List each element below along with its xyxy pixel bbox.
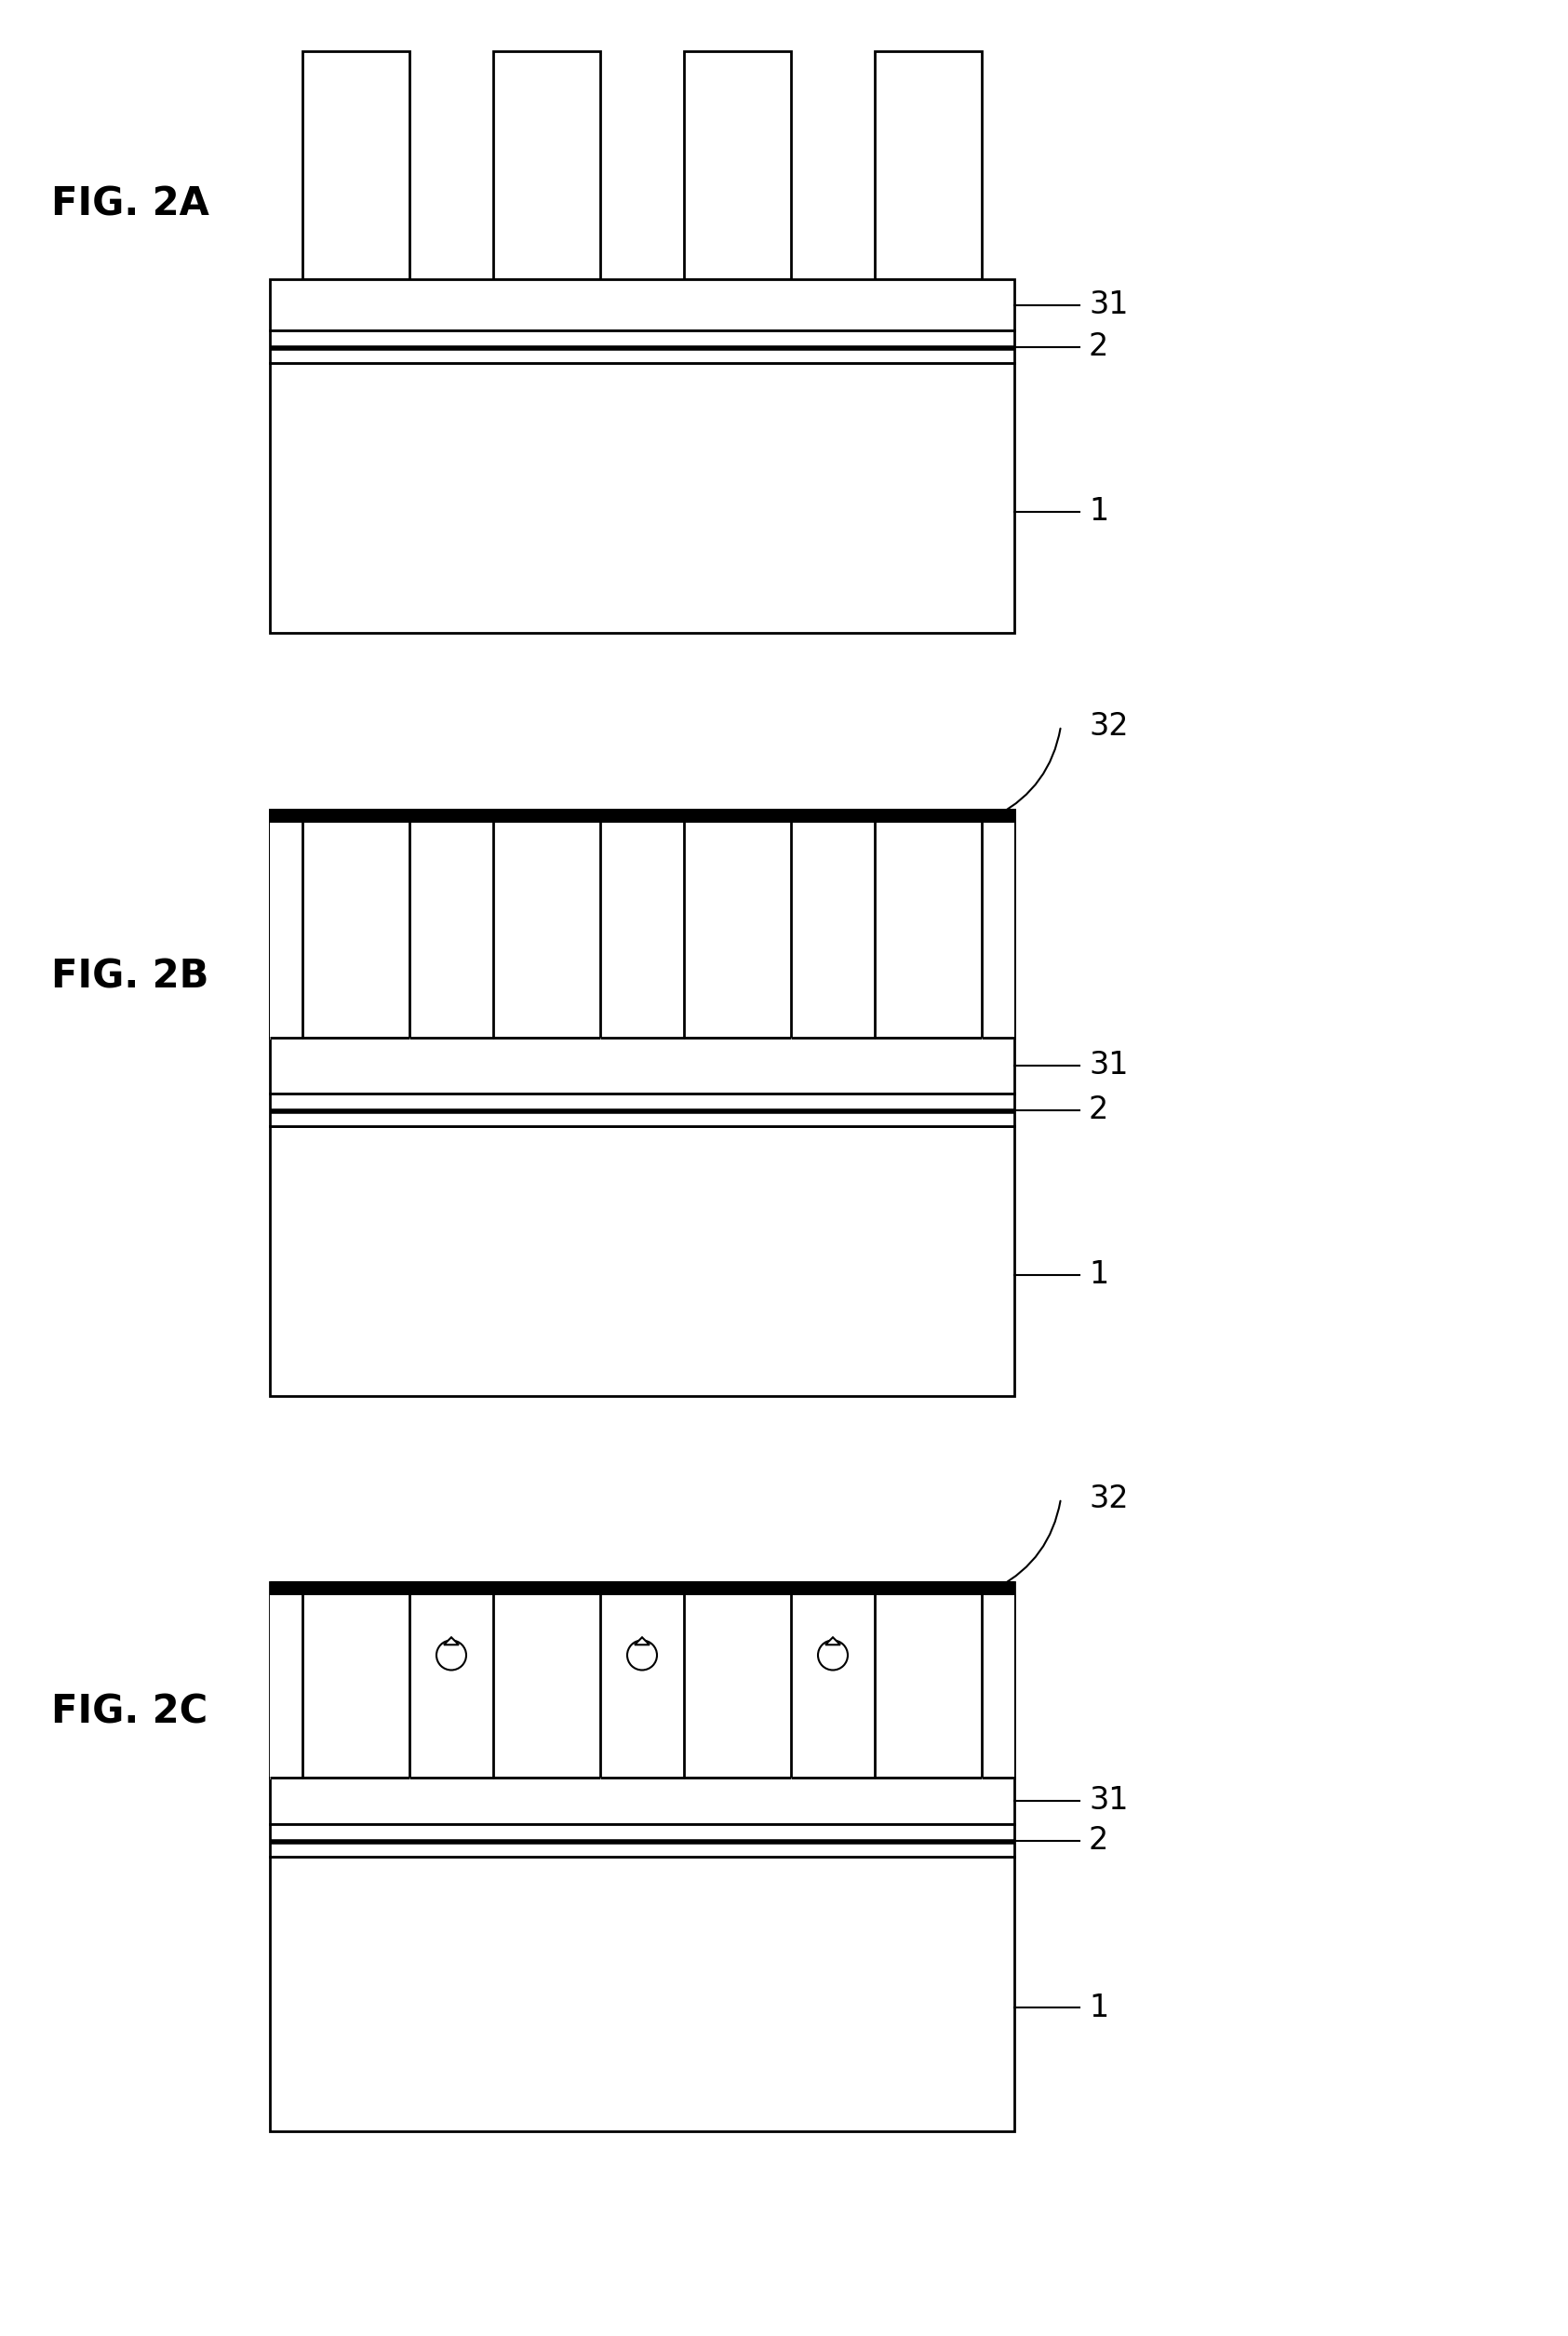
Bar	[270, 329, 1014, 362]
Bar	[270, 1037, 1014, 1093]
Bar	[270, 1581, 1014, 1595]
Bar	[601, 822, 684, 1040]
Text: 2: 2	[1088, 1096, 1109, 1126]
Bar	[270, 811, 1014, 822]
Bar	[409, 822, 494, 1040]
Bar	[270, 1857, 1014, 2130]
Bar	[270, 822, 303, 1040]
Bar	[270, 1778, 1014, 1824]
Bar	[982, 822, 1014, 1040]
Polygon shape	[444, 1638, 459, 1645]
Bar	[875, 51, 982, 280]
Circle shape	[436, 1640, 466, 1670]
Text: 32: 32	[1088, 710, 1129, 741]
Bar	[601, 1595, 684, 1780]
Bar	[270, 1126, 1014, 1397]
Text: 1: 1	[1088, 1259, 1109, 1289]
Bar	[982, 1595, 1014, 1780]
Bar	[270, 1581, 1014, 1778]
Polygon shape	[825, 1638, 840, 1645]
Bar	[270, 811, 1014, 1037]
Bar	[270, 280, 1014, 329]
Polygon shape	[635, 1638, 649, 1645]
Text: 31: 31	[1088, 290, 1129, 320]
Text: 32: 32	[1088, 1483, 1129, 1514]
Bar	[684, 51, 790, 280]
Text: FIG. 2C: FIG. 2C	[52, 1694, 207, 1731]
Bar	[790, 1595, 875, 1780]
Text: 31: 31	[1088, 1051, 1129, 1082]
Text: 2: 2	[1088, 332, 1109, 362]
Bar	[270, 362, 1014, 633]
Bar	[303, 51, 409, 280]
Text: FIG. 2A: FIG. 2A	[52, 185, 209, 224]
Circle shape	[818, 1640, 848, 1670]
Text: 31: 31	[1088, 1785, 1129, 1815]
Bar	[270, 1595, 303, 1780]
Bar	[790, 822, 875, 1040]
Bar	[409, 1595, 494, 1780]
Circle shape	[627, 1640, 657, 1670]
Bar	[270, 1824, 1014, 1857]
Text: 2: 2	[1088, 1824, 1109, 1855]
Text: FIG. 2B: FIG. 2B	[52, 958, 209, 997]
Text: 1: 1	[1088, 495, 1109, 526]
Text: 1: 1	[1088, 1993, 1109, 2023]
Bar	[494, 51, 601, 280]
Bar	[270, 1093, 1014, 1126]
Bar	[270, 811, 1014, 1037]
